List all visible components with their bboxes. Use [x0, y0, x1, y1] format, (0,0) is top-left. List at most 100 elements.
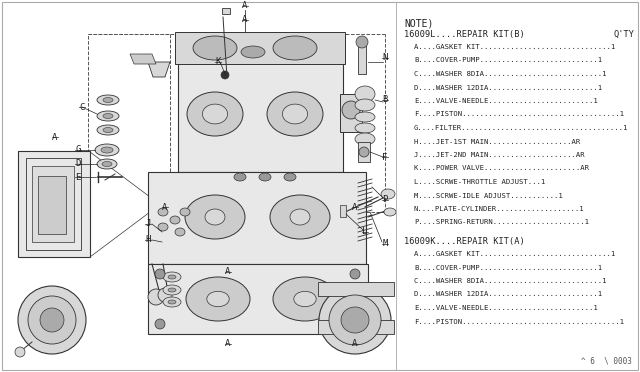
Ellipse shape — [355, 112, 375, 122]
Text: F....PISTON....................................1: F....PISTON.............................… — [414, 318, 624, 324]
Ellipse shape — [158, 288, 172, 302]
Polygon shape — [148, 62, 170, 77]
Ellipse shape — [168, 300, 176, 304]
Bar — [318, 320, 394, 334]
Bar — [148, 264, 368, 334]
Text: C: C — [79, 103, 84, 112]
Ellipse shape — [202, 104, 228, 124]
Ellipse shape — [148, 289, 164, 305]
Ellipse shape — [163, 272, 181, 282]
Ellipse shape — [168, 288, 176, 292]
Text: A: A — [243, 1, 248, 10]
Text: Q'TY: Q'TY — [613, 30, 634, 39]
Bar — [26, 158, 81, 250]
Text: A: A — [225, 340, 230, 349]
Ellipse shape — [207, 291, 229, 307]
Bar — [18, 151, 90, 257]
Ellipse shape — [319, 286, 391, 354]
Text: H....JET-1ST MAIN...................AR: H....JET-1ST MAIN...................AR — [414, 138, 580, 144]
Ellipse shape — [282, 104, 308, 124]
Bar — [148, 172, 366, 264]
Ellipse shape — [28, 296, 76, 344]
Ellipse shape — [97, 125, 119, 135]
Text: J....JET-2ND MAIN....................AR: J....JET-2ND MAIN....................AR — [414, 152, 584, 158]
Text: B....COVER-PUMP...........................1: B....COVER-PUMP.........................… — [414, 264, 602, 270]
Text: N: N — [382, 54, 388, 62]
Ellipse shape — [359, 147, 369, 157]
Text: L: L — [362, 228, 368, 237]
Text: N....PLATE-CYLINDER...................1: N....PLATE-CYLINDER...................1 — [414, 206, 584, 212]
Text: D....WASHER 12DIA.........................1: D....WASHER 12DIA.......................… — [414, 292, 602, 298]
Ellipse shape — [356, 36, 368, 48]
Bar — [32, 166, 74, 242]
Text: J: J — [145, 219, 150, 228]
Ellipse shape — [103, 97, 113, 103]
Ellipse shape — [103, 113, 113, 119]
Ellipse shape — [205, 209, 225, 225]
Ellipse shape — [342, 101, 360, 119]
Text: M....SCRWE-IDLE ADJUST...........1: M....SCRWE-IDLE ADJUST...........1 — [414, 192, 563, 199]
Text: P: P — [382, 196, 388, 205]
Bar — [222, 8, 230, 14]
Ellipse shape — [341, 307, 369, 333]
Text: D: D — [76, 160, 81, 169]
Ellipse shape — [355, 86, 375, 102]
Text: E....VALVE-NEEDLE........................1: E....VALVE-NEEDLE.......................… — [414, 305, 598, 311]
Ellipse shape — [186, 277, 250, 321]
Text: M: M — [382, 240, 388, 248]
Ellipse shape — [355, 123, 375, 133]
Ellipse shape — [290, 209, 310, 225]
Ellipse shape — [95, 144, 119, 156]
Text: B....COVER-PUMP...........................1: B....COVER-PUMP.........................… — [414, 58, 602, 64]
Ellipse shape — [241, 46, 265, 58]
Bar — [175, 32, 345, 64]
Text: F: F — [382, 153, 388, 161]
Ellipse shape — [170, 216, 180, 224]
Ellipse shape — [97, 111, 119, 121]
Ellipse shape — [355, 133, 375, 145]
Text: A: A — [225, 267, 230, 276]
Text: A: A — [52, 132, 58, 141]
Text: A: A — [352, 202, 358, 212]
Ellipse shape — [168, 275, 176, 279]
Ellipse shape — [180, 208, 190, 216]
Text: K....POWER VALVE......................AR: K....POWER VALVE......................AR — [414, 166, 589, 171]
Ellipse shape — [350, 269, 360, 279]
Text: A....GASKET KIT..............................1: A....GASKET KIT.........................… — [414, 251, 615, 257]
Bar — [340, 205, 346, 217]
Ellipse shape — [155, 319, 165, 329]
Ellipse shape — [259, 173, 271, 181]
Ellipse shape — [158, 223, 168, 231]
Bar — [358, 142, 370, 162]
Ellipse shape — [267, 92, 323, 136]
Text: NOTE): NOTE) — [404, 18, 433, 28]
Text: E....VALVE-NEEDLE........................1: E....VALVE-NEEDLE.......................… — [414, 98, 598, 104]
Text: A: A — [352, 340, 358, 349]
Ellipse shape — [185, 195, 245, 239]
Ellipse shape — [103, 128, 113, 132]
Text: F....PISTON....................................1: F....PISTON.............................… — [414, 112, 624, 118]
Ellipse shape — [163, 297, 181, 307]
Text: 16009K....REPAIR KIT(A): 16009K....REPAIR KIT(A) — [404, 237, 525, 246]
Polygon shape — [130, 54, 156, 64]
Ellipse shape — [97, 159, 117, 169]
Text: G....FILTER.....................................1: G....FILTER.............................… — [414, 125, 628, 131]
Bar — [358, 46, 366, 74]
Text: L....SCRWE-THROTTLE ADJUST...1: L....SCRWE-THROTTLE ADJUST...1 — [414, 179, 545, 185]
Ellipse shape — [270, 195, 330, 239]
Text: C....WASHER 8DIA...........................1: C....WASHER 8DIA........................… — [414, 71, 607, 77]
Text: K: K — [215, 58, 221, 67]
Text: D....WASHER 12DIA.........................1: D....WASHER 12DIA.......................… — [414, 84, 602, 90]
Ellipse shape — [273, 277, 337, 321]
Text: G: G — [76, 145, 81, 154]
Ellipse shape — [15, 347, 25, 357]
Ellipse shape — [381, 189, 395, 199]
Ellipse shape — [350, 319, 360, 329]
Ellipse shape — [329, 295, 381, 345]
Ellipse shape — [193, 36, 237, 60]
Bar — [340, 94, 362, 132]
Ellipse shape — [384, 208, 396, 216]
Text: E: E — [76, 173, 81, 182]
Bar — [318, 282, 394, 296]
Text: B: B — [382, 96, 388, 105]
